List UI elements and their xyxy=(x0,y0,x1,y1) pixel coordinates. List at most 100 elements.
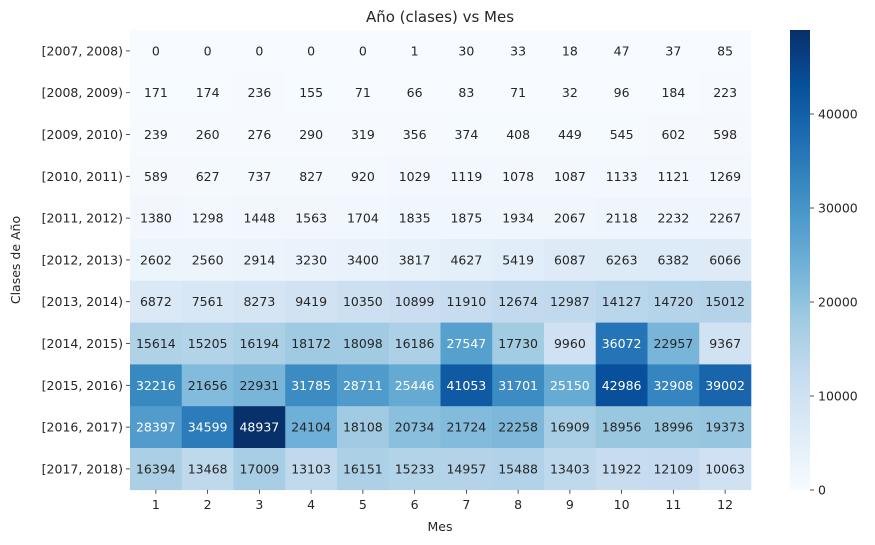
heatmap-cell xyxy=(285,364,338,407)
cell-value-label: 6382 xyxy=(657,252,689,267)
cell-value-label: 6263 xyxy=(606,252,638,267)
heatmap-cell xyxy=(130,155,183,198)
heatmap-cell xyxy=(544,322,597,365)
cell-value-label: 1 xyxy=(411,43,419,58)
heatmap-cell xyxy=(181,71,234,114)
heatmap-cell xyxy=(388,30,441,73)
heatmap-cell xyxy=(337,113,390,156)
x-tick-label: 10 xyxy=(614,497,630,512)
cell-value-label: 239 xyxy=(144,127,168,142)
heatmap-cell xyxy=(233,280,286,323)
colorbar-tick-label: 20000 xyxy=(818,295,858,310)
heatmap-cell xyxy=(699,113,752,156)
cell-value-label: 15012 xyxy=(705,294,745,309)
heatmap-cell xyxy=(492,406,545,449)
cell-value-label: 12674 xyxy=(498,294,538,309)
cell-value-label: 16394 xyxy=(136,461,176,476)
cell-value-label: 602 xyxy=(661,127,685,142)
cell-value-label: 1934 xyxy=(502,211,534,226)
cell-value-label: 18996 xyxy=(653,420,693,435)
heatmap-cell xyxy=(492,30,545,73)
cell-value-label: 627 xyxy=(196,169,220,184)
cell-value-label: 14127 xyxy=(602,294,642,309)
heatmap-cell xyxy=(595,113,648,156)
cell-value-label: 14957 xyxy=(446,461,486,476)
heatmap-cell xyxy=(595,280,648,323)
cell-value-label: 42986 xyxy=(602,378,642,393)
cell-value-label: 16151 xyxy=(343,461,383,476)
heatmap-cell xyxy=(337,448,390,491)
cell-value-label: 7561 xyxy=(192,294,224,309)
cell-value-label: 1121 xyxy=(657,169,689,184)
heatmap-cell xyxy=(647,364,700,407)
cell-value-label: 589 xyxy=(144,169,168,184)
cell-value-label: 1119 xyxy=(450,169,482,184)
heatmap-cell xyxy=(440,113,493,156)
heatmap-cell xyxy=(233,30,286,73)
heatmap-cell xyxy=(233,364,286,407)
heatmap-cell xyxy=(337,155,390,198)
heatmap-cell xyxy=(699,280,752,323)
heatmap-cell xyxy=(388,280,441,323)
cell-value-label: 356 xyxy=(403,127,427,142)
y-tick-label: [2008, 2009) xyxy=(42,85,123,100)
cell-value-label: 737 xyxy=(247,169,271,184)
heatmap-cell xyxy=(544,30,597,73)
heatmap-cell xyxy=(130,113,183,156)
heatmap-cell xyxy=(130,364,183,407)
heatmap-cell xyxy=(647,71,700,114)
cell-value-label: 21656 xyxy=(188,378,228,393)
cell-value-label: 319 xyxy=(351,127,375,142)
cell-value-label: 10063 xyxy=(705,461,745,476)
heatmap-cell xyxy=(492,197,545,240)
cell-value-label: 1133 xyxy=(606,169,638,184)
x-tick-label: 9 xyxy=(566,497,574,512)
cell-value-label: 25446 xyxy=(395,378,435,393)
colorbar-tick-label: 10000 xyxy=(818,389,858,404)
cell-value-label: 18108 xyxy=(343,420,383,435)
heatmap-cell xyxy=(337,280,390,323)
heatmap-cell xyxy=(285,71,338,114)
cell-value-label: 1563 xyxy=(295,211,327,226)
colorbar-gradient xyxy=(790,30,810,490)
cell-value-label: 16186 xyxy=(395,336,435,351)
cell-value-label: 0 xyxy=(204,43,212,58)
heatmap-cell xyxy=(285,113,338,156)
cell-value-label: 2914 xyxy=(243,252,275,267)
x-tick-label: 1 xyxy=(152,497,160,512)
heatmap-cell xyxy=(544,155,597,198)
cell-value-label: 1380 xyxy=(140,211,172,226)
heatmap-cell xyxy=(388,197,441,240)
heatmap-cell xyxy=(285,197,338,240)
cell-value-label: 71 xyxy=(355,85,371,100)
cell-value-label: 9960 xyxy=(554,336,586,351)
heatmap-cell xyxy=(544,71,597,114)
heatmap-cell xyxy=(492,280,545,323)
heatmap-cell xyxy=(699,239,752,282)
cell-value-label: 2067 xyxy=(554,211,586,226)
heatmap-cell xyxy=(285,280,338,323)
heatmap-cell xyxy=(337,30,390,73)
y-tick-label: [2007, 2008) xyxy=(42,43,123,58)
x-tick-label: 12 xyxy=(717,497,733,512)
heatmap-cell xyxy=(699,71,752,114)
heatmap-cell xyxy=(130,197,183,240)
cell-value-label: 13403 xyxy=(550,461,590,476)
cell-value-label: 449 xyxy=(558,127,582,142)
cell-value-label: 28397 xyxy=(136,420,176,435)
y-axis-ticks: [2007, 2008) [2008, 2009) [2009, 2010) [201… xyxy=(42,43,130,476)
heatmap-cell xyxy=(699,322,752,365)
cell-value-label: 18956 xyxy=(602,420,642,435)
cell-value-label: 3817 xyxy=(399,252,431,267)
cell-value-label: 96 xyxy=(614,85,630,100)
heatmap-cell xyxy=(233,406,286,449)
heatmap-cell xyxy=(440,322,493,365)
heatmap-cell xyxy=(233,197,286,240)
y-tick-label: [2014, 2015) xyxy=(42,336,123,351)
cell-value-label: 71 xyxy=(510,85,526,100)
heatmap-cell xyxy=(544,113,597,156)
heatmap-cell xyxy=(130,280,183,323)
cell-value-label: 1835 xyxy=(399,211,431,226)
heatmap-cell xyxy=(595,239,648,282)
heatmap-cell xyxy=(595,406,648,449)
